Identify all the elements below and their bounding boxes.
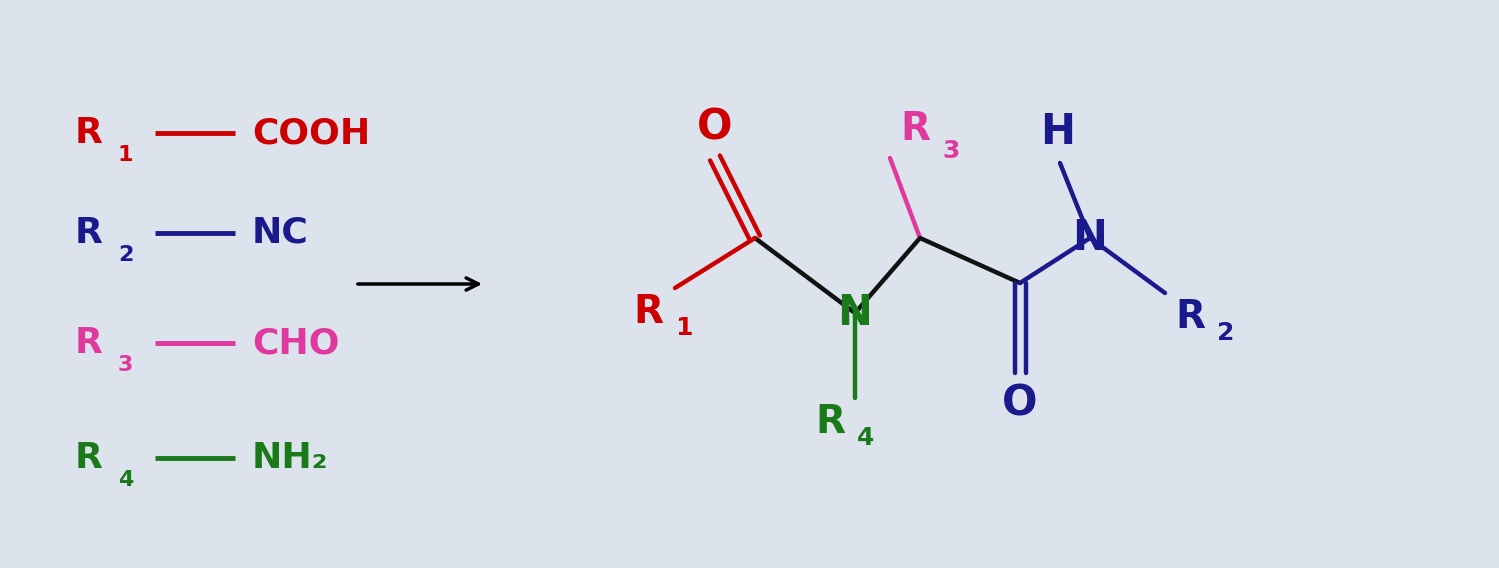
Text: R: R [1175,298,1205,336]
Text: 4: 4 [857,426,874,450]
Text: N: N [1073,217,1108,259]
Text: 4: 4 [118,470,133,490]
Text: H: H [1040,111,1075,153]
Text: R: R [75,216,103,250]
Text: O: O [697,106,733,148]
Text: R: R [75,116,103,150]
Text: O: O [1003,383,1037,425]
Text: R: R [75,326,103,360]
Text: CHO: CHO [252,326,339,360]
Text: COOH: COOH [252,116,370,150]
Text: R: R [899,110,929,148]
Text: 2: 2 [118,245,133,265]
Text: R: R [75,441,103,475]
Text: 3: 3 [118,355,133,375]
Text: R: R [815,403,845,441]
Text: NC: NC [252,216,309,250]
Text: 2: 2 [1217,321,1234,345]
Text: 1: 1 [675,316,693,340]
Text: N: N [838,292,872,334]
Text: 3: 3 [941,139,959,163]
Text: R: R [633,293,663,331]
Text: 1: 1 [118,145,133,165]
Text: NH₂: NH₂ [252,441,328,475]
